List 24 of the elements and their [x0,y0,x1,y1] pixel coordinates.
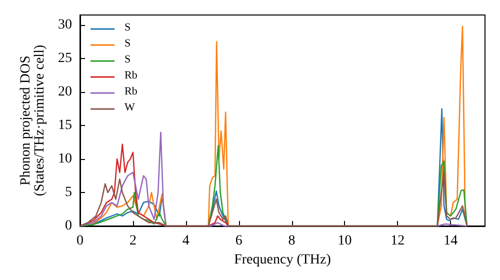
x-tick-label: 0 [76,234,84,248]
y-tick-label: 15 [58,118,72,134]
legend-label: S [124,54,131,66]
x-axis-title: Frequency (THz) [234,252,332,268]
y-tick-label: 20 [58,84,72,100]
x-tick-label: 14 [444,234,458,248]
line-series [79,172,468,227]
x-tick-label: 6 [235,234,242,248]
x-tick-label: 2 [129,234,136,248]
x-tick-label: 4 [182,234,190,248]
y-axis-title: Phonon projected DOS (States/THz·primitive cell) [18,44,48,196]
x-tick-label: 10 [338,234,352,248]
legend-label: Rb [124,86,138,98]
legend-label: S [124,22,131,34]
y-tick-label: 0 [65,218,72,234]
y-tick-label: 10 [58,152,72,167]
legend-label: W [124,102,136,114]
legend-label: S [124,38,131,50]
y-tick-label: 30 [58,18,72,33]
x-tick-label: 8 [288,234,296,248]
y-tick-label: 25 [58,51,72,66]
x-tick-label: 12 [390,234,405,248]
y-tick-label: 5 [65,185,72,200]
legend-label: Rb [124,70,138,82]
